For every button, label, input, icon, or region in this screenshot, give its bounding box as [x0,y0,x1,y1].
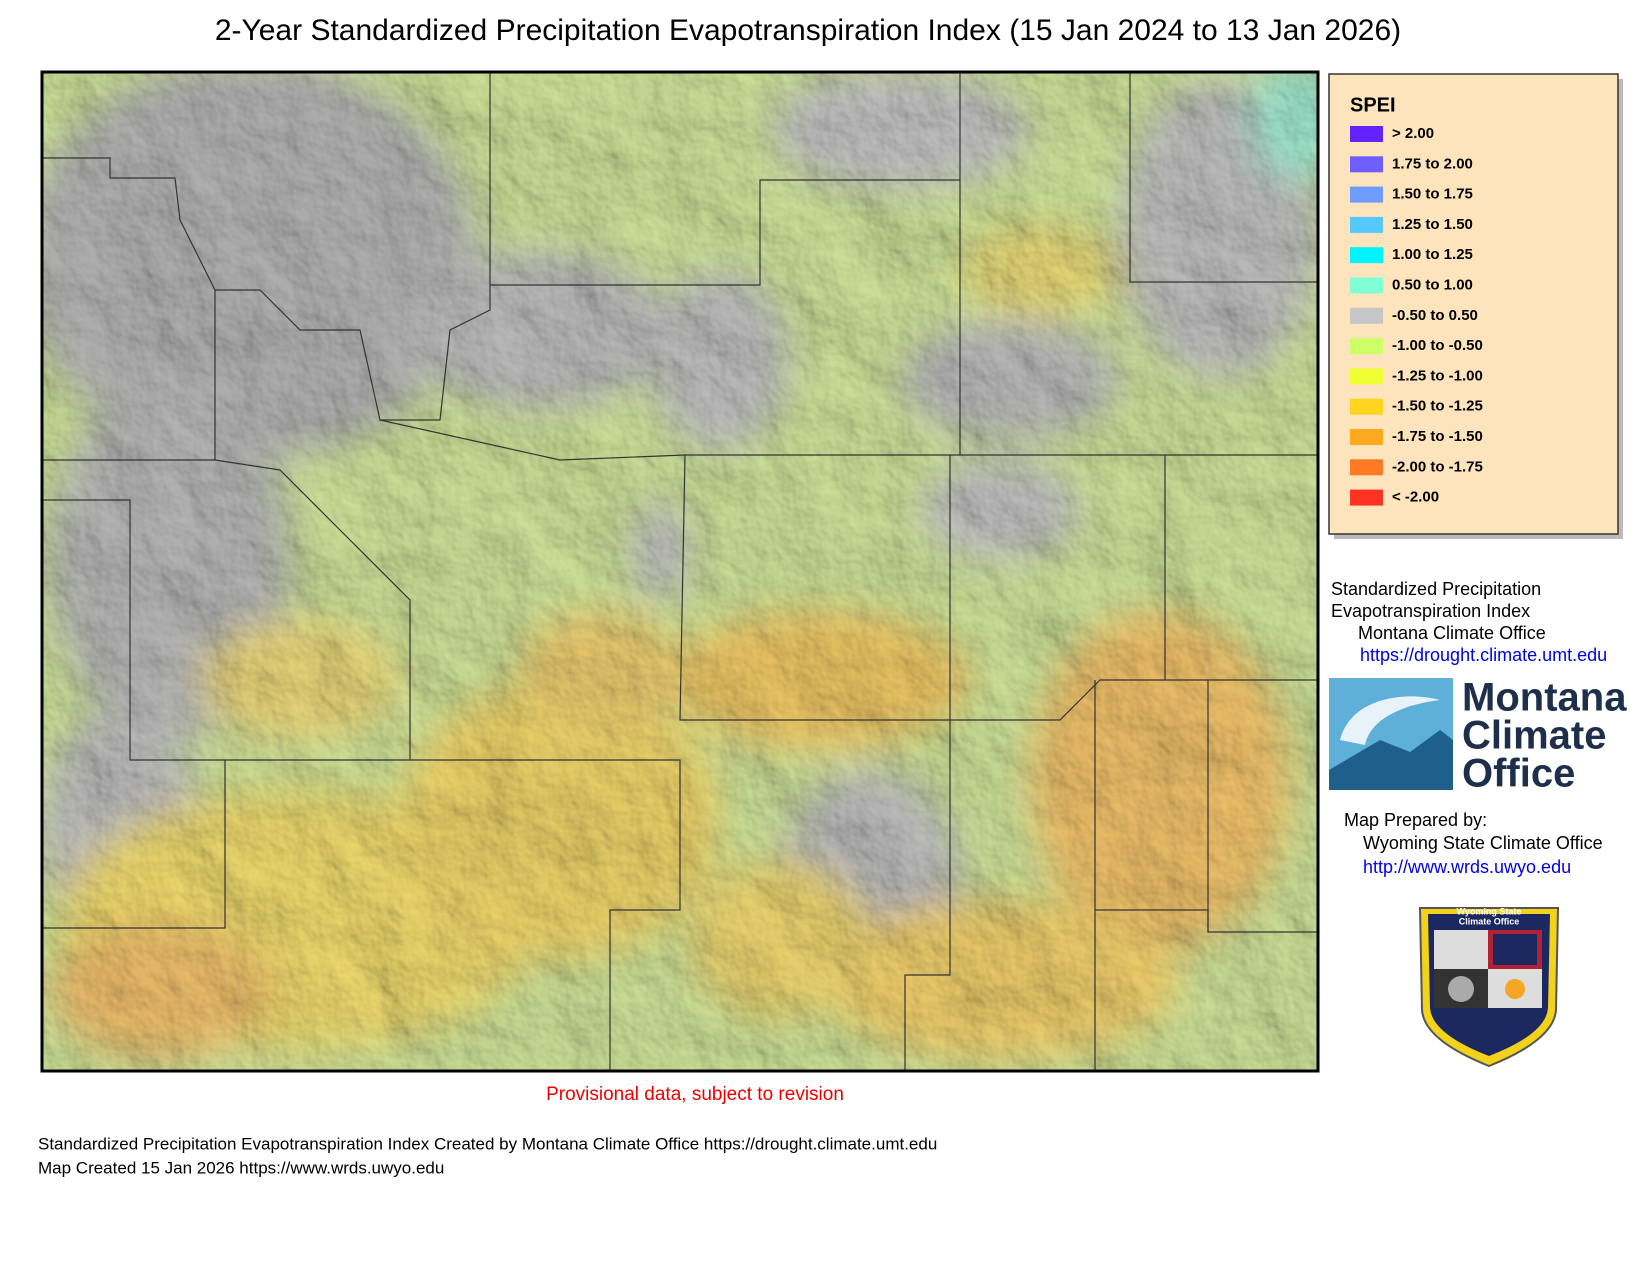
logo-text: Montana [1462,676,1627,720]
montana-logo: Montana Climate Office [1329,676,1627,796]
legend-label: -1.75 to -1.50 [1392,428,1483,445]
credit-line: Montana Climate Office [1358,623,1546,643]
legend-label: 1.00 to 1.25 [1392,246,1473,263]
legend-swatch [1350,186,1383,203]
legend-swatch [1350,126,1383,142]
legend-label: -1.50 to -1.25 [1392,398,1483,415]
legend-label: -0.50 to 0.50 [1392,307,1478,324]
legend-swatch [1350,338,1383,355]
legend-swatch [1350,247,1383,264]
legend-label: -1.25 to -1.00 [1392,367,1483,384]
badge-text: Climate Office [1459,916,1520,926]
legend-label: -1.00 to -0.50 [1392,337,1483,354]
legend-swatch [1350,489,1383,506]
credit-line: Evapotranspiration Index [1331,601,1530,621]
map-title: 2-Year Standardized Precipitation Evapot… [215,14,1401,47]
legend-swatch [1350,156,1383,173]
wyoming-badge: Wyoming State Climate Office [1418,906,1560,1068]
prepared-label: Map Prepared by: [1344,810,1487,830]
prepared-url[interactable]: http://www.wrds.uwyo.edu [1363,857,1571,877]
legend-swatch [1350,277,1383,294]
legend-swatch [1350,429,1383,445]
legend-label: 1.50 to 1.75 [1392,186,1473,203]
map-frame [40,70,1320,1073]
badge-text: Wyoming State [1457,906,1522,916]
credit-line: Standardized Precipitation [1331,579,1541,599]
legend-swatch [1350,398,1383,415]
footer-line: Map Created 15 Jan 2026 https://www.wrds… [38,1158,444,1177]
credit-url[interactable]: https://drought.climate.umt.edu [1360,645,1607,665]
legend-label: 1.25 to 1.50 [1392,216,1473,233]
legend-label: 0.50 to 1.00 [1392,276,1473,293]
provisional-note: Provisional data, subject to revision [546,1084,844,1105]
prepared-org: Wyoming State Climate Office [1363,833,1603,853]
legend-swatch [1350,307,1383,324]
legend-swatch [1350,459,1383,476]
legend-label: 1.75 to 2.00 [1392,155,1473,172]
legend-swatch [1350,368,1383,385]
legend-title: SPEI [1350,94,1396,116]
footer-line: Standardized Precipitation Evapotranspir… [38,1134,937,1153]
spei-map [42,72,1318,1071]
logo-text: Climate [1462,714,1607,758]
logo-text: Office [1462,752,1575,796]
legend-swatch [1350,216,1383,233]
legend-label: < -2.00 [1392,489,1439,506]
legend-box [1328,73,1619,535]
legend-label: > 2.00 [1392,125,1434,142]
legend-items: > 2.00 1.75 to 2.00 1.50 to 1.75 1.25 to 1.… [1350,125,1483,506]
legend-label: -2.00 to -1.75 [1392,458,1483,475]
